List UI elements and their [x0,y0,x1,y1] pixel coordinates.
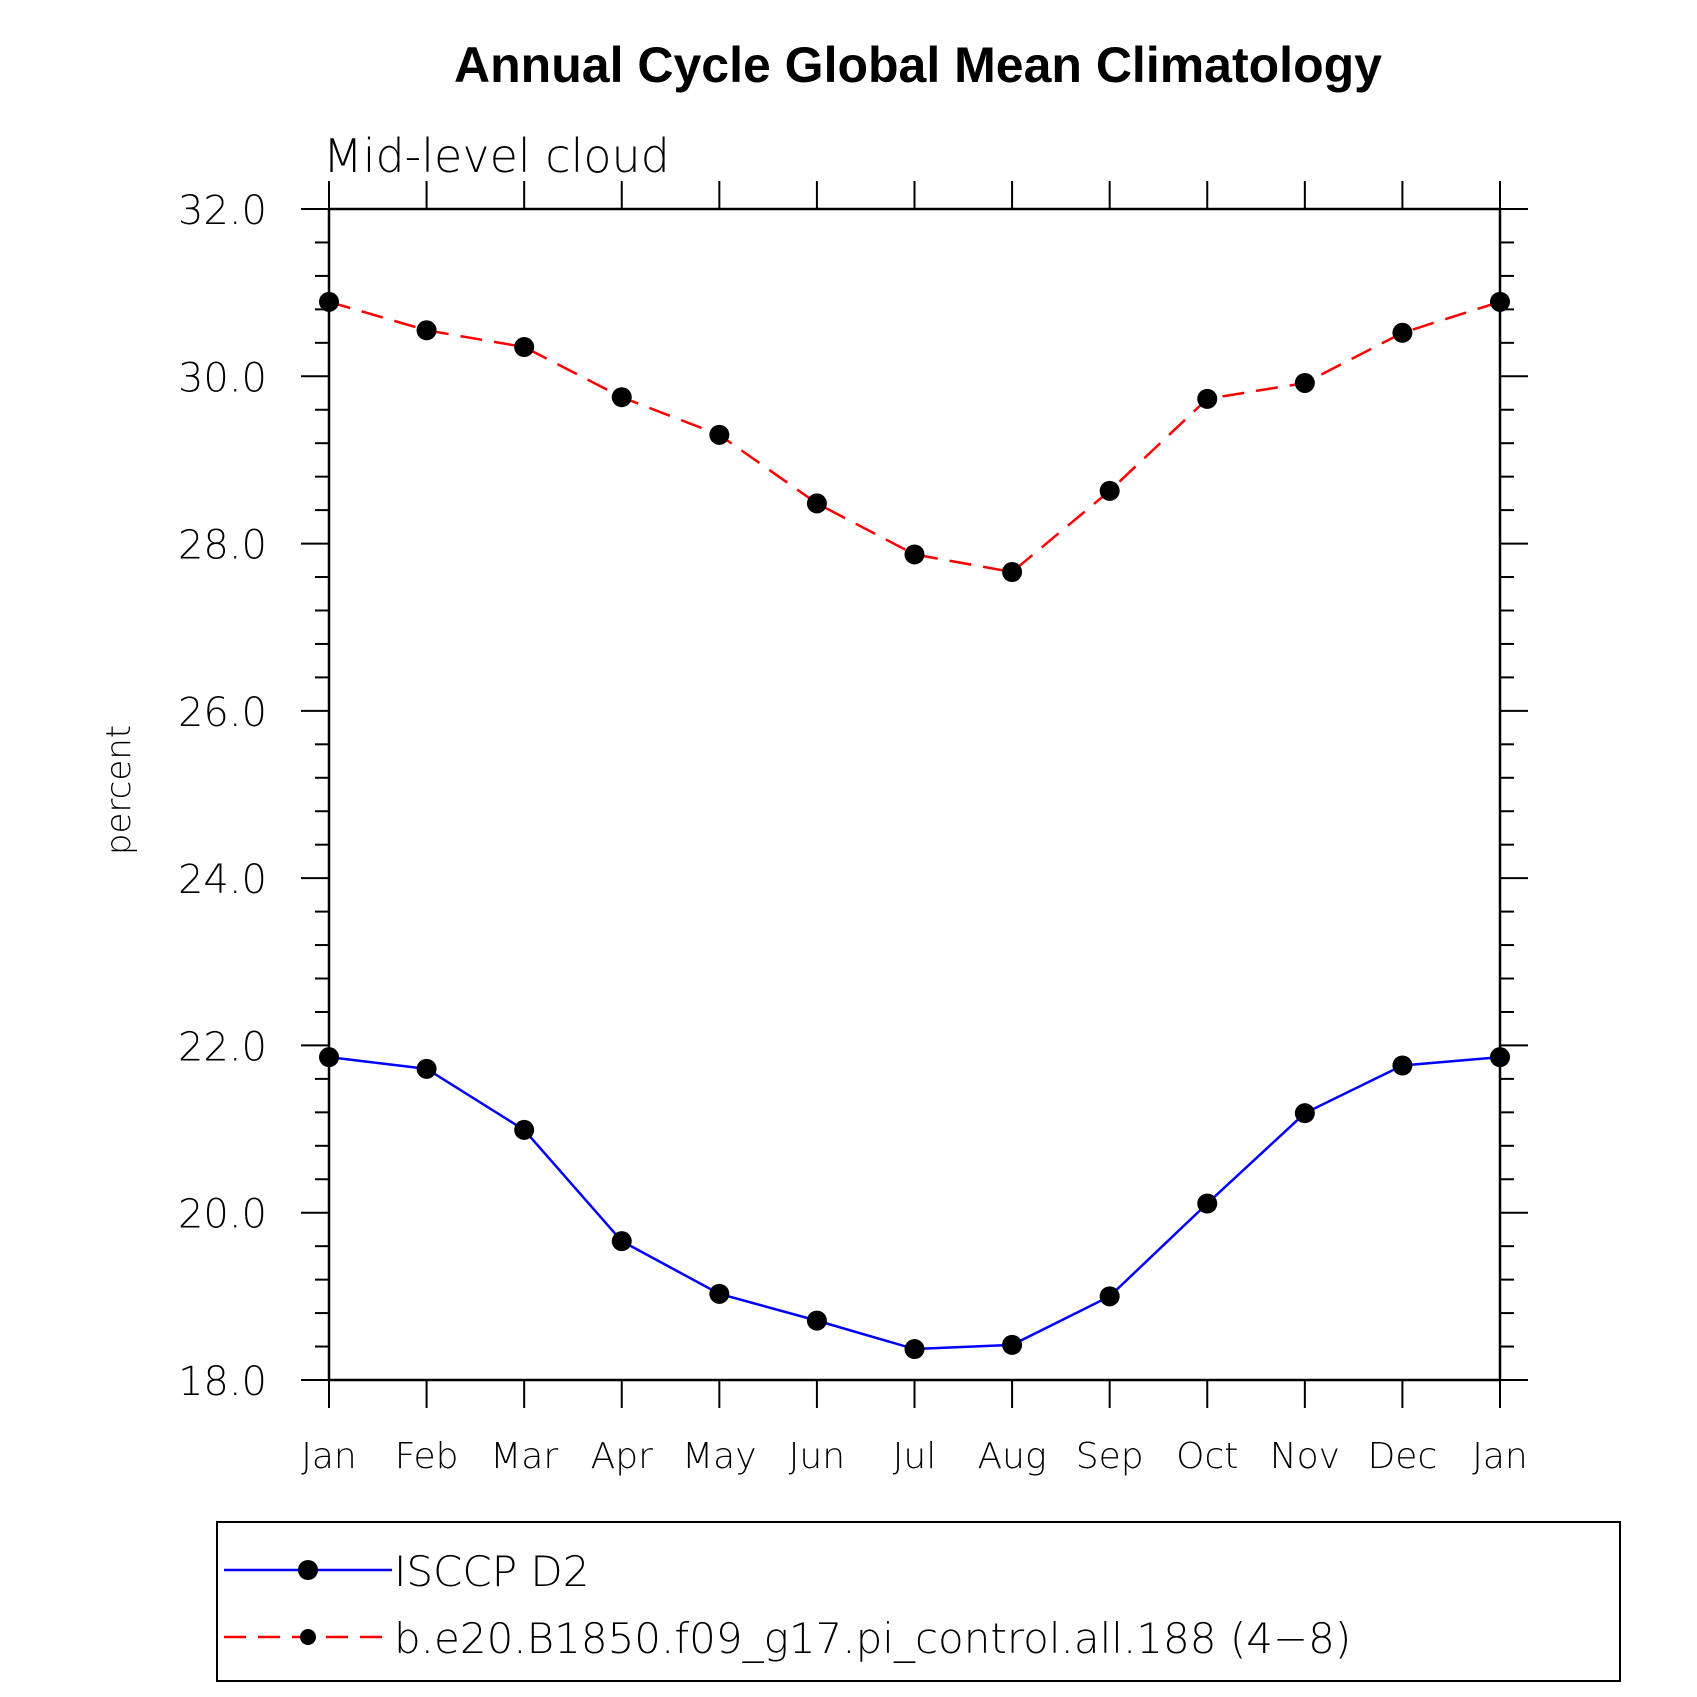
data-point [1197,1193,1218,1214]
legend: ISCCP D2 b.e20.B1850.f09_g17.pi_control.a… [216,1521,1621,1682]
data-point [1490,1047,1510,1068]
x-tick-label: Nov [1270,1436,1340,1477]
data-point [611,1231,632,1252]
data-point [319,1047,339,1068]
x-tick-label: May [682,1436,756,1477]
chart-subtitle: Mid-level cloud [323,129,670,183]
series-2 [319,291,1510,583]
legend-item-1: ISCCP D2 [224,1547,589,1596]
series-line [328,300,1501,574]
x-tick-label: Aug [978,1436,1047,1477]
data-point [611,387,632,408]
x-tick-label: Jan [1472,1436,1528,1477]
x-tick-label: Sep [1076,1436,1144,1477]
y-tick-label: 32.0 [178,188,267,234]
data-point [416,320,437,341]
data-point [1002,562,1023,583]
data-point [514,337,535,358]
data-point [709,424,730,445]
data-point [806,493,827,514]
legend-label: ISCCP D2 [394,1547,589,1596]
data-point [1197,388,1218,409]
data-point [806,1310,827,1331]
x-tick-label: Jan [301,1436,357,1477]
x-tick-label: Apr [591,1436,653,1477]
data-point [1392,1055,1413,1076]
data-point [1002,1334,1023,1355]
data-point [1490,291,1510,312]
x-tick-label: Jun [789,1436,845,1477]
y-tick-label: 26.0 [178,690,267,736]
legend-box [216,1521,1621,1682]
legend-marker [298,1560,318,1580]
data-point [709,1283,730,1304]
axes: 18.0 20.0 22.0 24.0 26.0 28.0 30.0 32.0 Jan Feb Ma… [178,181,1528,1477]
data-point [1392,322,1413,343]
series-1 [319,1047,1510,1360]
series-group [319,291,1510,1360]
y-axis-label: percent [99,725,139,855]
data-point [1294,372,1315,393]
y-tick-label: 24.0 [178,857,267,903]
x-tick-label: Jul [893,1436,936,1477]
y-tick-label: 22.0 [178,1024,267,1070]
legend-marker [300,1629,316,1645]
data-point [904,544,925,565]
plot-frame [327,207,1502,1382]
x-tick-label: Mar [490,1436,558,1477]
data-point [319,291,339,312]
data-point [1099,1286,1120,1307]
data-point [1294,1103,1315,1124]
x-tick-label: Dec [1368,1436,1438,1477]
legend-item-2: b.e20.B1850.f09_g17.pi_control.all.188 (… [224,1614,1351,1663]
legend-label: b.e20.B1850.f09_g17.pi_control.all.188 (… [394,1614,1351,1663]
data-point [1099,480,1120,501]
y-tick-label: 20.0 [178,1192,267,1238]
x-tick-label: Oct [1176,1436,1238,1477]
y-tick-label: 18.0 [178,1359,267,1405]
y-tick-label: 28.0 [178,523,267,569]
series-line [328,1055,1501,1351]
x-tick-label: Feb [395,1436,459,1477]
chart-title: Annual Cycle Global Mean Climatology [454,37,1382,93]
data-point [416,1058,437,1079]
data-point [514,1119,535,1140]
y-tick-label: 30.0 [178,355,267,401]
data-point [904,1339,925,1360]
